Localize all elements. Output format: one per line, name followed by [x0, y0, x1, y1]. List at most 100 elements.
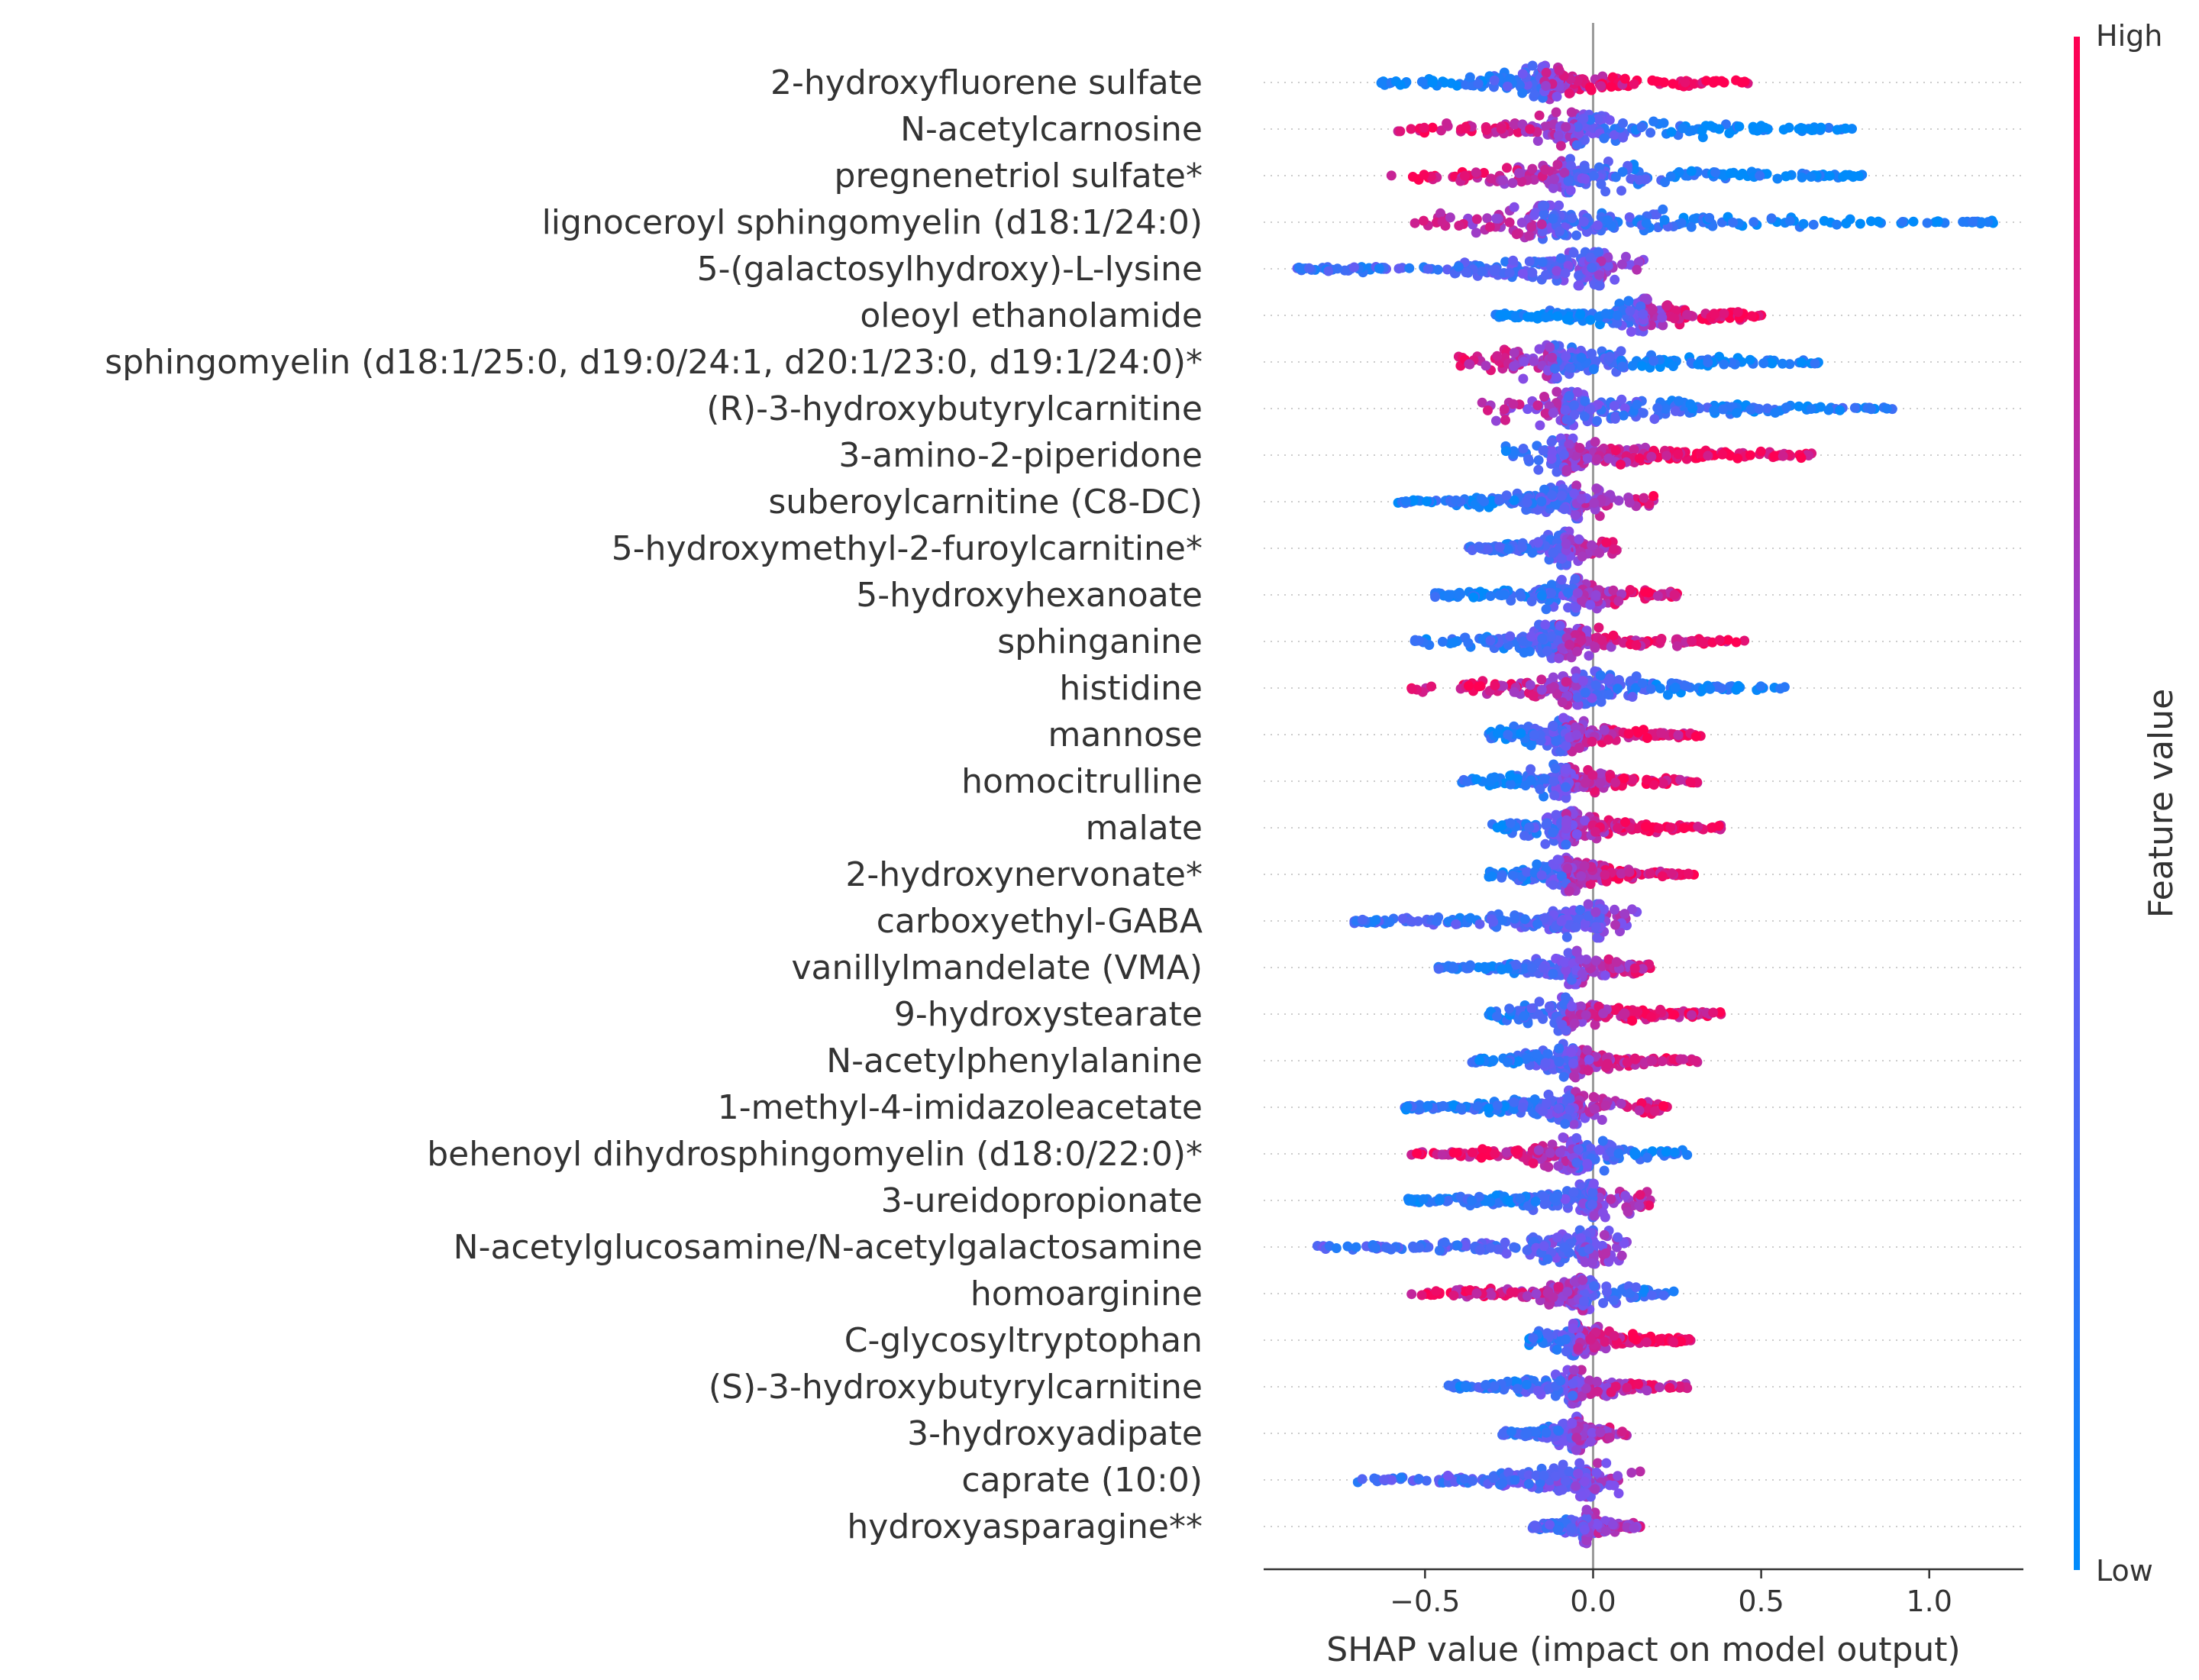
shap-point: [1561, 314, 1572, 325]
shap-point: [1532, 919, 1542, 929]
shap-point: [1552, 266, 1562, 276]
shap-point: [1687, 1010, 1697, 1020]
shap-point: [1661, 301, 1672, 311]
shap-point: [1778, 451, 1788, 461]
shap-point: [1610, 919, 1620, 930]
shap-point: [1606, 82, 1616, 92]
shap-point: [1545, 683, 1556, 694]
shap-point: [1563, 948, 1574, 958]
shap-point: [1686, 166, 1697, 176]
feature-row-points: [1393, 107, 1857, 151]
shap-point: [1492, 351, 1503, 361]
shap-point: [1559, 957, 1570, 968]
shap-point: [1377, 77, 1387, 88]
shap-point: [1645, 683, 1656, 694]
shap-point: [1580, 396, 1590, 406]
shap-point: [1566, 1047, 1577, 1058]
shap-point: [1594, 548, 1605, 558]
shap-point: [1432, 264, 1443, 275]
shap-point: [1513, 127, 1523, 137]
shap-point: [1704, 212, 1715, 223]
shap-point: [1580, 173, 1590, 184]
shap-point: [1526, 775, 1536, 786]
shap-point: [1582, 1045, 1593, 1055]
shap-point: [1733, 680, 1744, 691]
shap-point: [1474, 919, 1485, 929]
shap-point: [1565, 185, 1576, 195]
shap-point: [1575, 905, 1585, 915]
shap-point: [1551, 736, 1561, 746]
shap-point: [1881, 403, 1892, 414]
shap-point: [1603, 690, 1614, 700]
shap-point: [1487, 871, 1497, 881]
shap-point: [1524, 256, 1535, 267]
shap-point: [1648, 491, 1659, 501]
shap-point: [1796, 453, 1807, 464]
shap-point: [1445, 212, 1455, 223]
shap-point: [1581, 1010, 1591, 1020]
shap-point: [1461, 122, 1471, 133]
shap-point: [1507, 870, 1518, 880]
shap-point: [1517, 542, 1528, 553]
shap-point: [1587, 348, 1597, 359]
shap-point: [1519, 914, 1530, 925]
shap-point: [1645, 128, 1656, 138]
shap-point: [1873, 216, 1884, 227]
shap-point: [1437, 216, 1448, 227]
shap-point: [1541, 81, 1551, 91]
shap-point: [1627, 692, 1638, 702]
feature-row-points: [1386, 153, 1868, 198]
shap-point: [1542, 646, 1553, 656]
shap-point: [1534, 110, 1545, 121]
shap-point: [1557, 554, 1567, 564]
shap-point: [1627, 360, 1638, 371]
shap-point: [1561, 764, 1571, 774]
shap-point: [1688, 214, 1699, 225]
shap-point: [1533, 464, 1544, 475]
shap-point: [1631, 640, 1642, 651]
shap-point: [1669, 313, 1680, 324]
shap-point: [1591, 483, 1602, 494]
shap-point: [1724, 128, 1735, 138]
shap-point: [1444, 590, 1455, 601]
shap-point: [1566, 107, 1577, 118]
shap-point: [1532, 310, 1543, 321]
shap-point: [1561, 677, 1571, 687]
shap-point: [1592, 415, 1602, 426]
shap-point: [1464, 359, 1474, 370]
shap-point: [1601, 537, 1612, 548]
shap-point: [1594, 319, 1605, 330]
shap-point: [1517, 88, 1528, 99]
shap-point: [1304, 263, 1314, 273]
shap-point: [1541, 67, 1552, 78]
shap-point: [1572, 387, 1583, 397]
shap-point: [1781, 171, 1791, 182]
shap-point: [1479, 961, 1490, 972]
shap-point: [1516, 176, 1527, 187]
shap-point: [1654, 823, 1665, 834]
shap-point: [1500, 257, 1511, 267]
shap-point: [1413, 635, 1424, 646]
shap-point: [1659, 215, 1670, 225]
shap-point: [1505, 631, 1516, 641]
shap-point: [1566, 160, 1576, 171]
shap-point: [1539, 774, 1549, 784]
shap-point: [1854, 170, 1864, 181]
shap-point: [1479, 167, 1489, 178]
shap-point: [1784, 215, 1795, 226]
shap-point: [1685, 399, 1696, 409]
shap-point: [1570, 573, 1581, 584]
shap-point: [1528, 690, 1539, 701]
shap-point: [1536, 590, 1547, 601]
shap-point: [1554, 1056, 1564, 1067]
shap-point: [1499, 590, 1510, 600]
shap-point: [1534, 997, 1545, 1007]
shap-point: [1540, 838, 1551, 849]
shap-point: [1594, 622, 1604, 633]
shap-point: [1524, 231, 1535, 241]
shap-point: [1505, 779, 1516, 790]
shap-point: [1686, 221, 1697, 232]
shap-point: [1669, 590, 1680, 600]
shap-point: [1571, 729, 1582, 740]
shap-point: [1555, 141, 1566, 151]
